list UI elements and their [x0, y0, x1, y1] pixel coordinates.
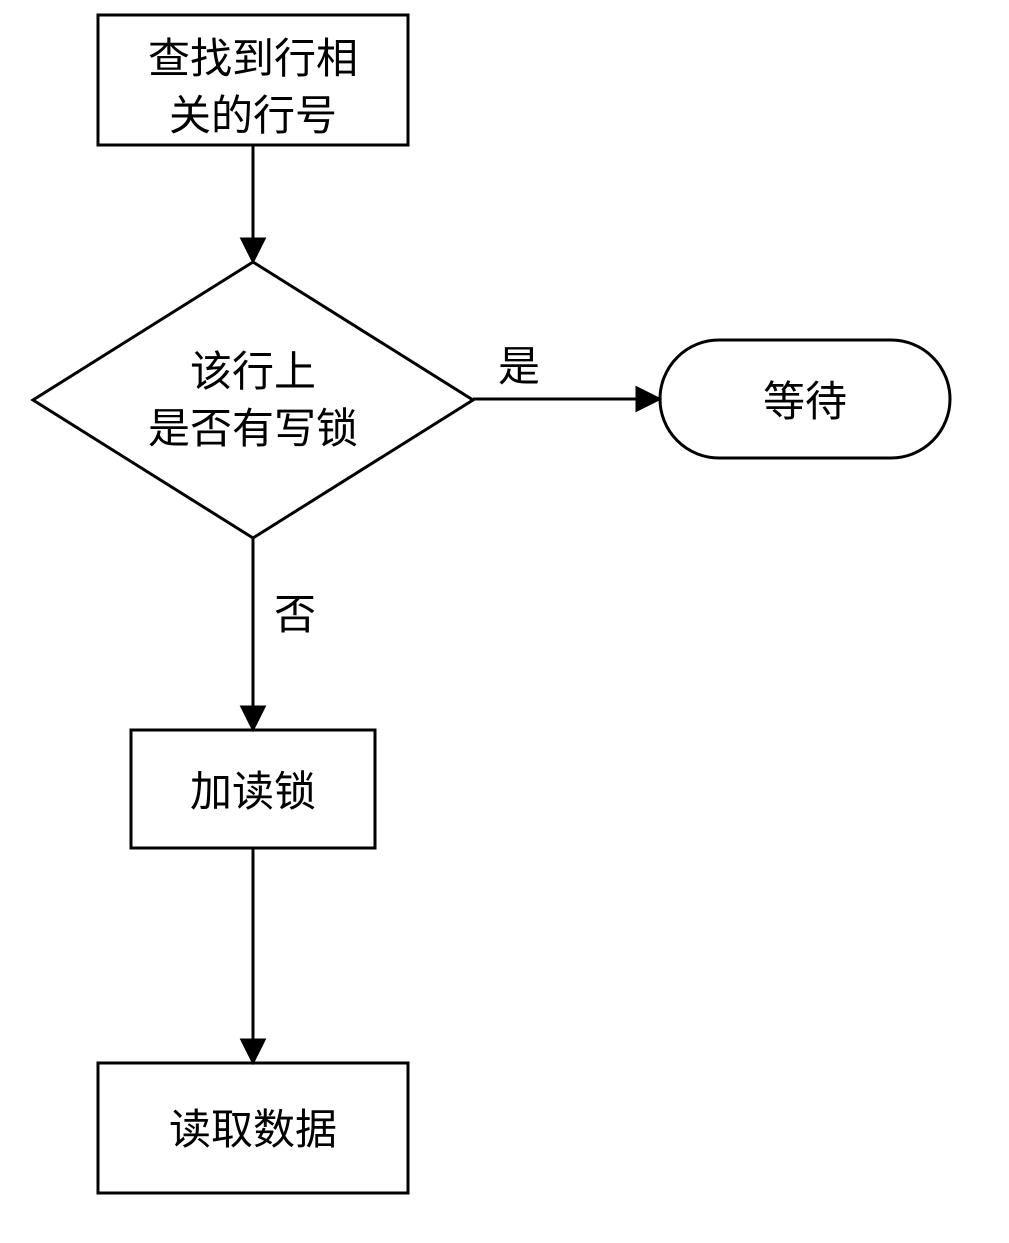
- wait-node: [660, 340, 950, 458]
- lock-node: [131, 730, 375, 848]
- flowchart-canvas: [0, 0, 1009, 1243]
- decision-node: [33, 262, 473, 538]
- read-node: [98, 1063, 408, 1193]
- start-node: [98, 15, 408, 145]
